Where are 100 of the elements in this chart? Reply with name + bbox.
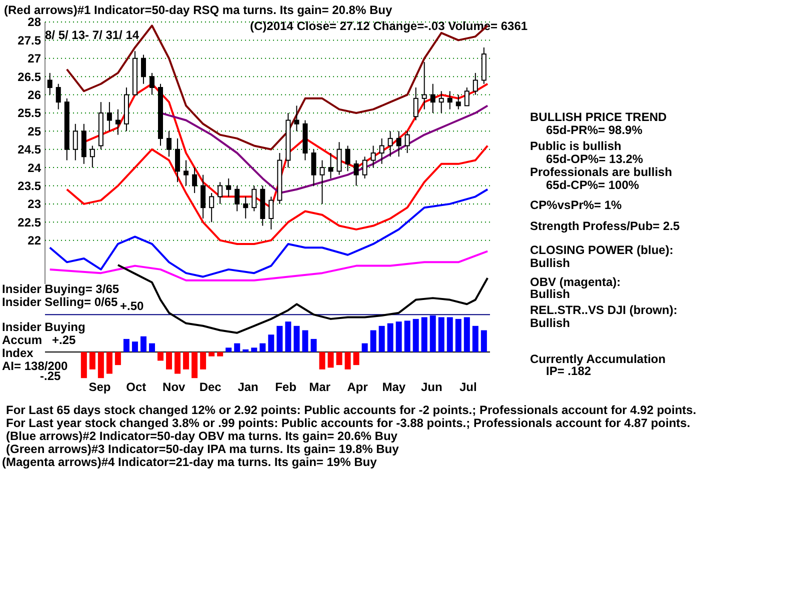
bar [98, 352, 104, 378]
bar [106, 352, 112, 374]
candlestick [140, 54, 146, 84]
x-tick-label: Nov [162, 380, 186, 394]
bar [268, 334, 274, 352]
bar [412, 318, 419, 352]
text: CP%vsPr%= 1% [530, 198, 622, 212]
annotation: +.50 [120, 299, 144, 313]
text: BULLISH PRICE TREND [530, 110, 668, 124]
candlestick [115, 108, 120, 136]
text: OBV (magenta): [530, 275, 621, 289]
candlestick [447, 90, 452, 110]
y-tick-label: 27.5 [18, 33, 42, 48]
text: CLOSING POWER (blue): [530, 243, 674, 257]
chart-title: (Red arrows)#1 Indicator=50-day RSQ ma turns. Its gain= 20.8% Buy [4, 3, 392, 17]
bar [234, 343, 240, 352]
text: Accum [2, 333, 42, 347]
y-tick-label: 22.5 [18, 215, 42, 230]
bar [183, 352, 190, 370]
chart-subtitle: (C)2014 Close= 27.12 Change=-.03 Volume= 6361 [250, 19, 528, 33]
bar [158, 352, 164, 361]
candlestick [166, 130, 172, 158]
text: IP= .182 [546, 364, 592, 378]
candlestick [106, 102, 112, 132]
bar [276, 326, 283, 352]
candlestick [422, 62, 427, 110]
bar [217, 352, 224, 356]
candlestick [430, 83, 436, 114]
text: Currently Accumulation [530, 352, 666, 366]
candlestick [320, 160, 325, 204]
candlestick [438, 90, 444, 114]
candlestick [72, 123, 78, 161]
candlestick [294, 105, 300, 132]
x-tick-label: Jun [420, 380, 442, 394]
bar [140, 336, 146, 352]
line-series [66, 144, 489, 245]
bar [353, 352, 360, 366]
candlestick [209, 192, 214, 223]
bar [438, 317, 444, 352]
text: (Green arrows)#3 Indicator=50-day IPA ma turns. Its gain= 19.8% Buy [6, 442, 400, 456]
bar [80, 352, 87, 378]
text: Bullish [530, 316, 570, 330]
y-tick-label: 23 [28, 197, 42, 212]
text: 65d-CP%= 100% [546, 178, 640, 192]
x-tick-label: Sep [88, 380, 111, 394]
bar [480, 330, 487, 352]
candlestick [149, 72, 154, 96]
candlestick [472, 72, 478, 96]
x-tick-label: Jan [238, 380, 258, 394]
candlestick [336, 142, 342, 176]
line-series [48, 188, 489, 278]
bar [310, 338, 317, 352]
candlestick [243, 196, 248, 219]
candlestick [311, 148, 316, 186]
y-tick-label: 28 [28, 15, 42, 30]
candlestick [252, 185, 257, 212]
candlestick [388, 130, 393, 158]
bar [336, 352, 342, 366]
text: Bullish [530, 287, 570, 301]
x-tick-label: May [382, 380, 406, 394]
candlestick [218, 182, 223, 204]
bar [362, 343, 368, 352]
x-tick-label: Mar [309, 380, 331, 394]
x-tick-label: Dec [199, 380, 222, 394]
bar [370, 330, 376, 352]
bar [166, 352, 172, 370]
candlestick [56, 83, 61, 110]
candlestick [413, 87, 418, 121]
candlestick [456, 94, 461, 110]
candlestick [328, 152, 334, 179]
text: For Last year stock changed 3.8% or .99 points: Public accounts for -3.88 points.; Professionals account for 4.87 points. [6, 416, 690, 430]
candlestick [370, 145, 376, 168]
y-tick-label: 27 [28, 52, 42, 66]
bar [430, 315, 436, 352]
text: Professionals are bullish [530, 165, 672, 179]
bar [148, 343, 155, 352]
bar [260, 343, 266, 352]
bar [302, 330, 308, 352]
text: Bullish [530, 256, 570, 270]
annotation: Insider Buying= 3/65 [2, 282, 120, 296]
text: For Last 65 days stock changed 12% or 2.92 points: Public accounts for -2 points.; Professionals account for 4.92 points. [6, 403, 696, 417]
x-tick-label: Feb [275, 380, 296, 394]
text: Strength Profess/Pub= 2.5 [530, 219, 680, 233]
bar [319, 352, 326, 370]
bar [387, 323, 394, 352]
y-tick-label: 24 [28, 160, 42, 175]
candlestick [226, 178, 232, 198]
y-tick-label: 25.5 [18, 106, 42, 120]
y-tick-label: 22 [28, 234, 42, 248]
annotation: +.25 [52, 333, 76, 347]
text: 65d-OP%= 13.2% [546, 152, 644, 166]
candlestick [345, 145, 350, 172]
bar [396, 322, 402, 352]
bar [200, 352, 206, 370]
bar [378, 326, 385, 352]
candlestick [464, 87, 470, 106]
text: 65d-PR%= 98.9% [546, 123, 643, 137]
bar [421, 317, 428, 352]
y-tick-label: 23.5 [18, 178, 42, 193]
candlestick [200, 174, 206, 219]
